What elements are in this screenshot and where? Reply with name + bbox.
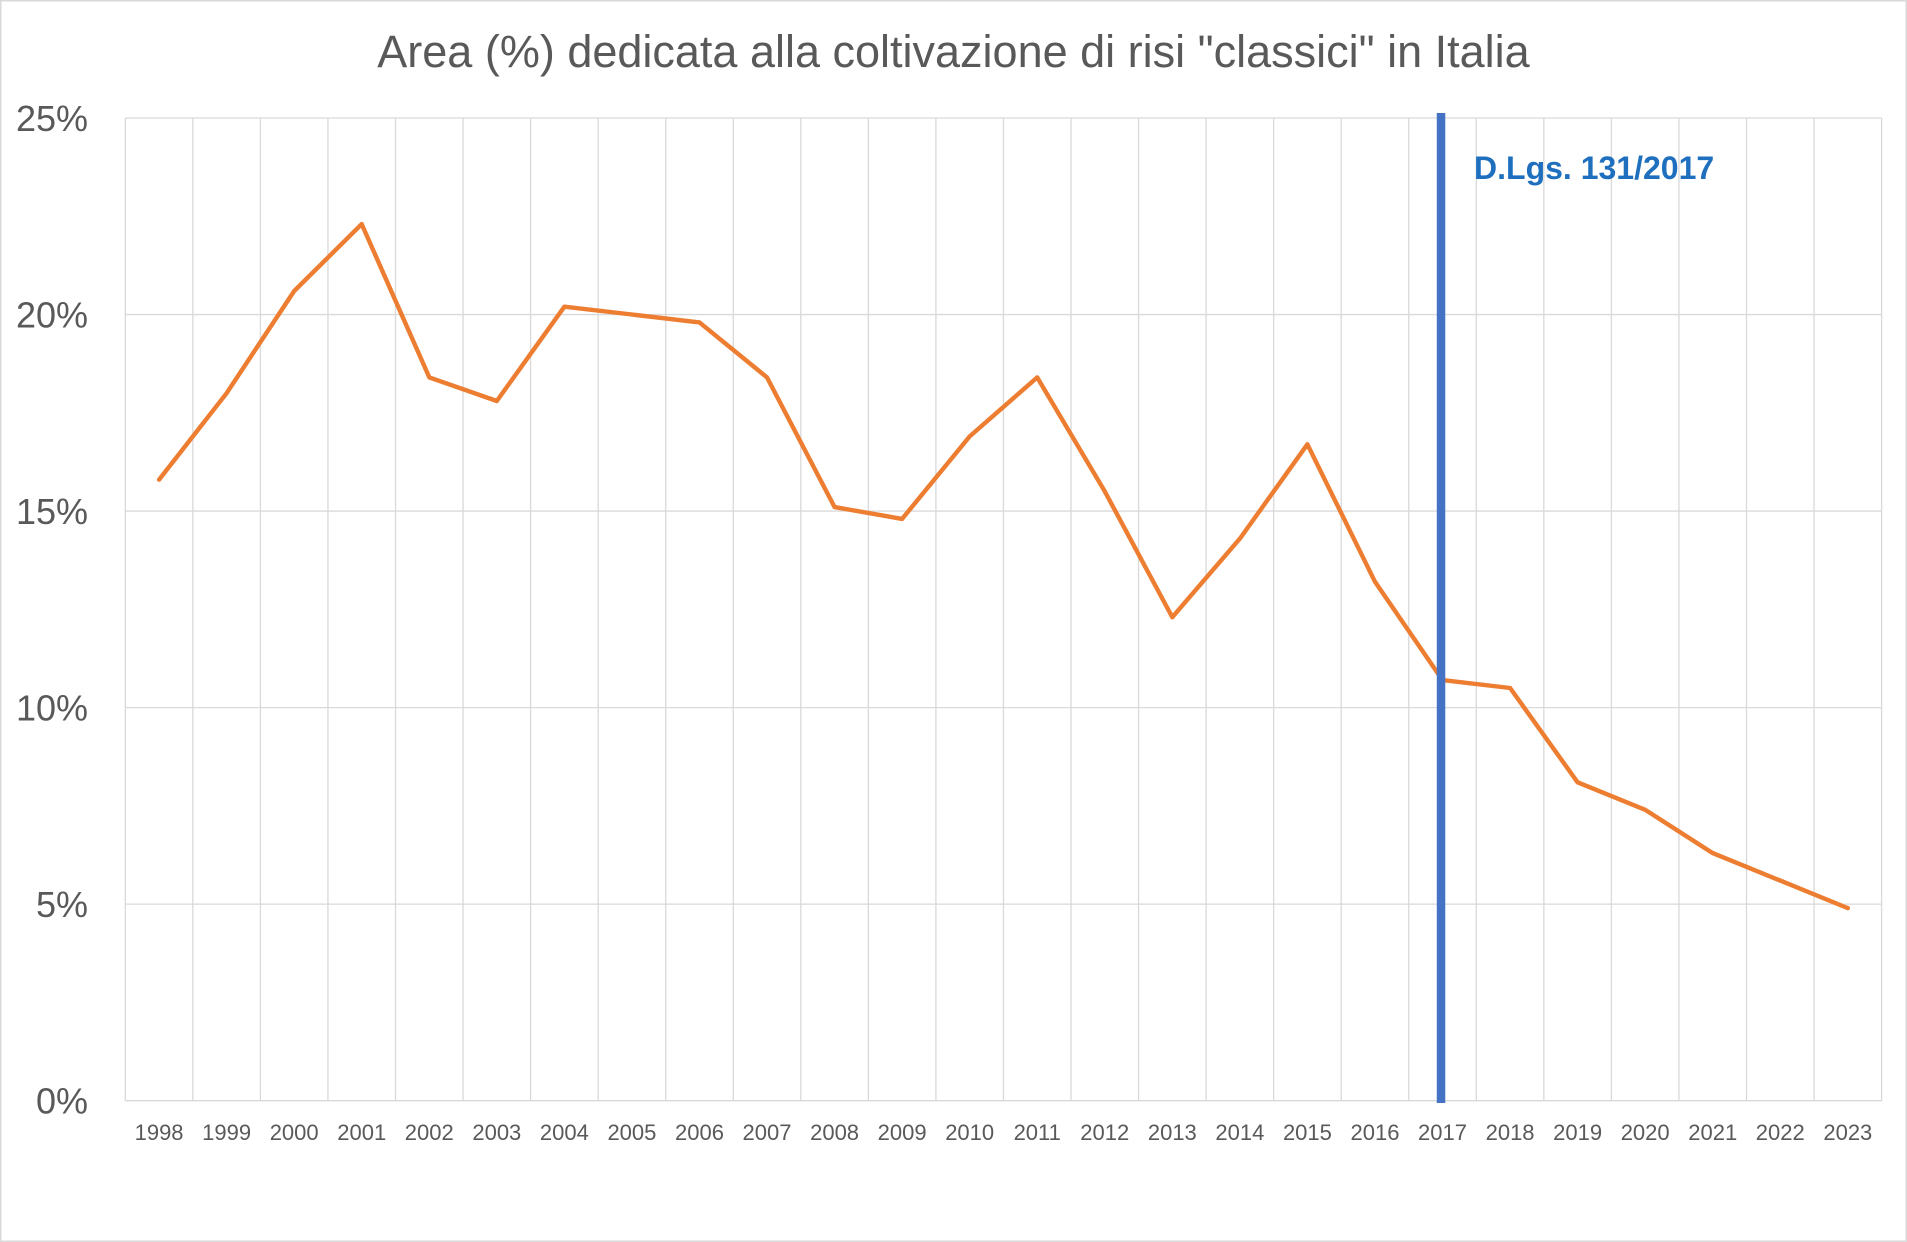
data-point (224, 391, 229, 396)
x-tick-label: 1999 (202, 1120, 251, 1145)
x-tick-label: 2023 (1823, 1120, 1872, 1145)
data-point (292, 288, 297, 293)
y-tick-label: 10% (16, 688, 88, 729)
data-point (900, 516, 905, 521)
data-point (1575, 780, 1580, 785)
x-tick-label: 2003 (472, 1120, 521, 1145)
x-tick-label: 2000 (270, 1120, 319, 1145)
x-tick-label: 2015 (1283, 1120, 1332, 1145)
data-point (1102, 489, 1107, 494)
x-tick-label: 2002 (405, 1120, 454, 1145)
x-tick-label: 2022 (1756, 1120, 1805, 1145)
y-tick-label: 5% (36, 884, 88, 925)
x-tick-label: 2001 (337, 1120, 386, 1145)
x-axis: 1998 1999 2000 2001 2002 2003 2004 2005 2006 2007… (135, 1120, 1873, 1145)
x-tick-label: 2010 (945, 1120, 994, 1145)
x-tick-label: 1998 (135, 1120, 184, 1145)
x-tick-label: 2006 (675, 1120, 724, 1145)
x-tick-label: 2007 (743, 1120, 792, 1145)
x-tick-label: 2020 (1621, 1120, 1670, 1145)
data-point (427, 375, 432, 380)
gridlines (124, 117, 1883, 1102)
data-point (562, 304, 567, 309)
data-point (359, 222, 364, 227)
y-tick-label: 25% (16, 98, 88, 139)
x-tick-label: 2009 (878, 1120, 927, 1145)
data-point (1710, 851, 1715, 856)
x-tick-label: 2012 (1080, 1120, 1129, 1145)
y-tick-label: 20% (16, 295, 88, 336)
data-point (765, 375, 770, 380)
y-tick-label: 0% (36, 1081, 88, 1122)
data-point (494, 399, 499, 404)
x-tick-label: 2016 (1350, 1120, 1399, 1145)
annotation-group: D.Lgs. 131/2017 (1436, 113, 1714, 1103)
series-group (156, 221, 1851, 911)
data-point (1508, 685, 1513, 690)
data-point (1643, 807, 1648, 812)
x-tick-label: 2014 (1215, 1120, 1264, 1145)
x-tick-label: 2021 (1688, 1120, 1737, 1145)
series-line (156, 221, 1851, 911)
x-tick-label: 2017 (1418, 1120, 1467, 1145)
annotation-label: D.Lgs. 131/2017 (1474, 150, 1714, 186)
x-tick-label: 2004 (540, 1120, 589, 1145)
data-point (1035, 375, 1040, 380)
y-tick-label: 15% (16, 491, 88, 532)
data-point (967, 434, 972, 439)
data-point (1845, 906, 1850, 911)
data-point (629, 312, 634, 317)
x-tick-label: 2011 (1014, 1120, 1061, 1145)
data-point (1237, 536, 1242, 541)
data-point (1170, 615, 1175, 620)
y-axis: 0% 5% 10% 15% 20% 25% (16, 98, 88, 1122)
data-point (832, 505, 837, 510)
x-tick-label: 2005 (607, 1120, 656, 1145)
data-point (157, 477, 162, 482)
x-tick-label: 2019 (1553, 1120, 1602, 1145)
x-tick-label: 2008 (810, 1120, 859, 1145)
x-tick-label: 2013 (1148, 1120, 1197, 1145)
data-point (1372, 579, 1377, 584)
data-point (697, 320, 702, 325)
chart-title: Area (%) dedicata alla coltivazione di r… (377, 26, 1530, 77)
x-tick-label: 2018 (1486, 1120, 1535, 1145)
data-point (1305, 442, 1310, 447)
data-point (1778, 878, 1783, 883)
